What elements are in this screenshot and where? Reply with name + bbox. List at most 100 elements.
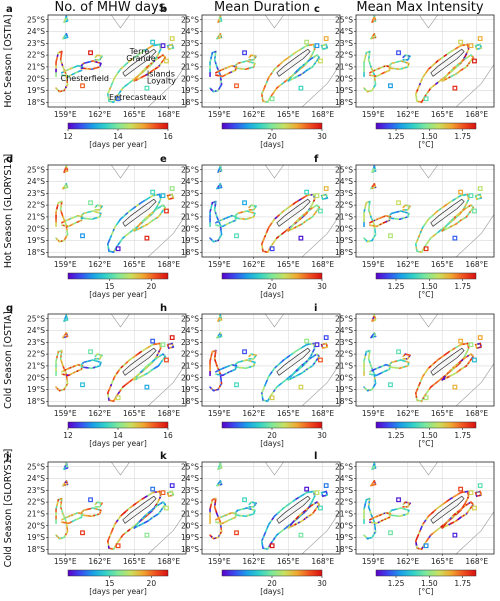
panel-frame [201, 14, 341, 108]
colorbar-tick-label: 14 [113, 132, 123, 141]
y-tick-label: 22°S [181, 498, 199, 507]
colorbar: 1.25 1.50 1.75[°C] [375, 421, 477, 448]
reef-cell [388, 363, 391, 366]
reef-cell [234, 363, 237, 366]
reef-cell [441, 525, 445, 529]
panel-letter: b [160, 4, 167, 15]
reef-cell [368, 370, 372, 373]
colorbar-gradient [221, 421, 323, 429]
y-tick-label: 21°S [181, 62, 199, 71]
panel-letter: g [6, 303, 13, 314]
label-grande: Grande [126, 54, 156, 63]
reef-cell [234, 511, 237, 514]
y-tick-label: 20°S [27, 521, 45, 530]
x-tick-label: 168°E [311, 260, 334, 269]
label-loyalty: Loyalty [147, 76, 176, 85]
panel-background [48, 314, 186, 406]
y-tick-label: 23°S [27, 486, 45, 495]
y-tick-label: 18°S [335, 397, 353, 406]
x-tick-label: 165°E [277, 557, 300, 566]
reef-cell [368, 221, 372, 224]
reef-cell [215, 221, 218, 224]
y-tick-label: 19°S [181, 236, 199, 245]
reef-cell [234, 214, 237, 217]
x-tick-label: 159°E [54, 409, 77, 418]
y-tick-label: 24°S [181, 27, 199, 36]
x-tick-label: 165°E [431, 409, 454, 418]
y-tick-label: 21°S [27, 509, 45, 518]
reef-patch [298, 85, 304, 91]
x-tick-label: 165°E [123, 409, 146, 418]
reef-cell [216, 335, 219, 339]
y-tick-label: 18°S [27, 397, 45, 406]
reef-cell [215, 71, 218, 74]
y-tick-label: 25°S [27, 165, 45, 174]
y-tick-label: 19°S [27, 533, 45, 542]
x-tick-label: 168°E [311, 409, 334, 418]
colorbar-unit: [days] [260, 587, 284, 596]
reef-patch [164, 58, 169, 64]
x-tick-label: 159°E [208, 557, 231, 566]
y-tick-label: 18°S [335, 248, 353, 257]
panel-c: 18°S 19°S 20°S 21°S 22°S 23°S 24°S 25°S 159°E 162… [314, 4, 495, 119]
y-tick-label: 23°S [335, 338, 353, 347]
x-tick-label: 162°E [242, 557, 265, 566]
y-tick-label: 22°S [27, 51, 45, 60]
x-tick-label: 162°E [396, 260, 419, 269]
y-tick-label: 21°S [181, 509, 199, 518]
x-tick-label: 165°E [123, 557, 146, 566]
panel-letter: j [5, 451, 9, 462]
x-tick-label: 168°E [157, 260, 180, 269]
panel-d: 18°S 19°S 20°S 21°S 22°S 23°S 24°S 25°S 159°E 162… [6, 154, 187, 269]
y-tick-label: 24°S [181, 326, 199, 335]
eez-boundary [111, 15, 130, 29]
reef-cell [80, 214, 83, 217]
y-tick-label: 22°S [27, 350, 45, 359]
reef-cell [62, 186, 65, 190]
y-tick-label: 22°S [181, 51, 199, 60]
reef-cell [60, 71, 64, 74]
reef-cell [388, 511, 391, 514]
y-tick-label: 19°S [335, 533, 353, 542]
colorbar: 15 20[days per year] [67, 569, 169, 596]
colorbar: 1.25 1.50 1.75[°C] [375, 272, 477, 299]
panel-letter: h [160, 303, 167, 314]
reef-cell [371, 169, 374, 173]
reef-patch [314, 43, 320, 49]
reef-cell [287, 78, 291, 82]
x-tick-label: 168°E [465, 557, 488, 566]
panel-j: 18°S 19°S 20°S 21°S 22°S 23°S 24°S 25°S 159°E 162… [5, 451, 187, 566]
colorbar-unit: [days] [260, 439, 284, 448]
y-tick-label: 18°S [181, 248, 199, 257]
x-tick-label: 165°E [277, 409, 300, 418]
land-grande-terre [122, 48, 157, 77]
x-tick-label: 165°E [123, 260, 146, 269]
y-tick-label: 23°S [27, 39, 45, 48]
colorbar-tick-label: 1.25 [388, 431, 405, 440]
y-tick-label: 18°S [27, 545, 45, 554]
reef-cell [248, 355, 251, 358]
colorbar-tick-label: 30 [317, 431, 327, 440]
reef-cell [217, 466, 220, 470]
colorbar-tick-label: 20 [147, 282, 157, 291]
colorbar: 20 30[days] [221, 122, 327, 149]
y-tick-label: 25°S [27, 314, 45, 323]
y-tick-label: 20°S [181, 74, 199, 83]
y-tick-label: 25°S [335, 462, 353, 471]
colorbar: 1.25 1.50 1.75[°C] [375, 569, 477, 596]
eez-boundary [265, 15, 284, 29]
y-tick-label: 23°S [27, 338, 45, 347]
reef-cell [370, 483, 373, 487]
colorbar: 12 14 16[days per year] [63, 421, 173, 448]
colorbar-tick-label: 16 [163, 431, 173, 440]
reef-patch [160, 43, 166, 49]
colorbar-unit: [days] [260, 290, 284, 299]
reef-cell [216, 36, 219, 40]
reef-patch [304, 39, 310, 45]
reef-cell [63, 19, 66, 23]
y-tick-label: 25°S [335, 314, 353, 323]
panel-background [356, 314, 494, 406]
colorbar: 20 30[days] [221, 421, 327, 448]
y-tick-label: 23°S [181, 39, 199, 48]
y-tick-label: 19°S [181, 385, 199, 394]
